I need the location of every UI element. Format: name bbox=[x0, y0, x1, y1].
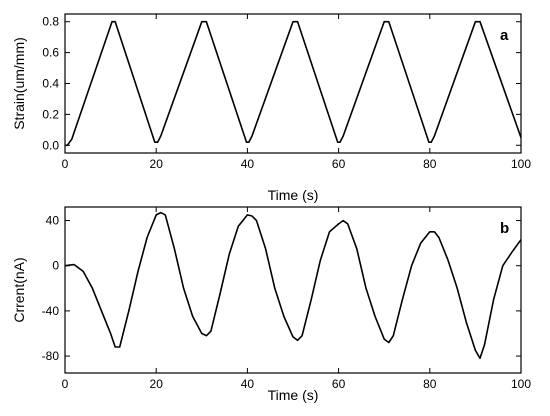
x-axis-label: Time (s) bbox=[268, 187, 319, 203]
y-axis-label: Strain(um/mm) bbox=[11, 37, 27, 130]
y-tick-label: 0.0 bbox=[42, 138, 59, 152]
x-tick-label: 80 bbox=[423, 377, 437, 391]
chart-panel-a: 0 20 40 60 80 100 0.0 0.2 0.4 0.6 0.8 Time (s) Strai… bbox=[11, 13, 531, 203]
y-tick-label: -40 bbox=[42, 304, 60, 318]
y-tick-label: -80 bbox=[42, 349, 60, 363]
y-tick-label: 0.6 bbox=[42, 46, 59, 60]
panel-label: a bbox=[500, 27, 509, 44]
x-tick-label: 20 bbox=[150, 377, 164, 391]
plot-frame bbox=[64, 206, 522, 374]
x-tick-label: 60 bbox=[332, 377, 346, 391]
y-tick-label: 40 bbox=[46, 214, 60, 228]
x-tick-label: 80 bbox=[423, 157, 437, 171]
series-line bbox=[64, 211, 522, 360]
x-tick-label: 60 bbox=[332, 157, 346, 171]
y-tick-label: 0.2 bbox=[42, 107, 59, 121]
chart-panel-b: 0 20 40 60 80 100 -80 -40 0 40 Time (s) Crrent(nA) b bbox=[11, 206, 531, 403]
x-tick-label: 40 bbox=[241, 377, 255, 391]
x-tick-label: 0 bbox=[62, 157, 69, 171]
y-tick-label: 0 bbox=[52, 259, 59, 273]
x-tick-label: 100 bbox=[511, 377, 531, 391]
y-axis-label: Crrent(nA) bbox=[11, 257, 27, 322]
x-tick-label: 0 bbox=[62, 377, 69, 391]
y-tick-label: 0.8 bbox=[42, 15, 59, 29]
x-tick-label: 20 bbox=[150, 157, 164, 171]
panel-label: b bbox=[500, 220, 509, 237]
x-tick-label: 100 bbox=[511, 157, 531, 171]
series-line bbox=[65, 20, 522, 147]
x-tick-label: 40 bbox=[241, 157, 255, 171]
y-tick-label: 0.4 bbox=[42, 77, 59, 91]
x-axis-label: Time (s) bbox=[268, 387, 319, 403]
